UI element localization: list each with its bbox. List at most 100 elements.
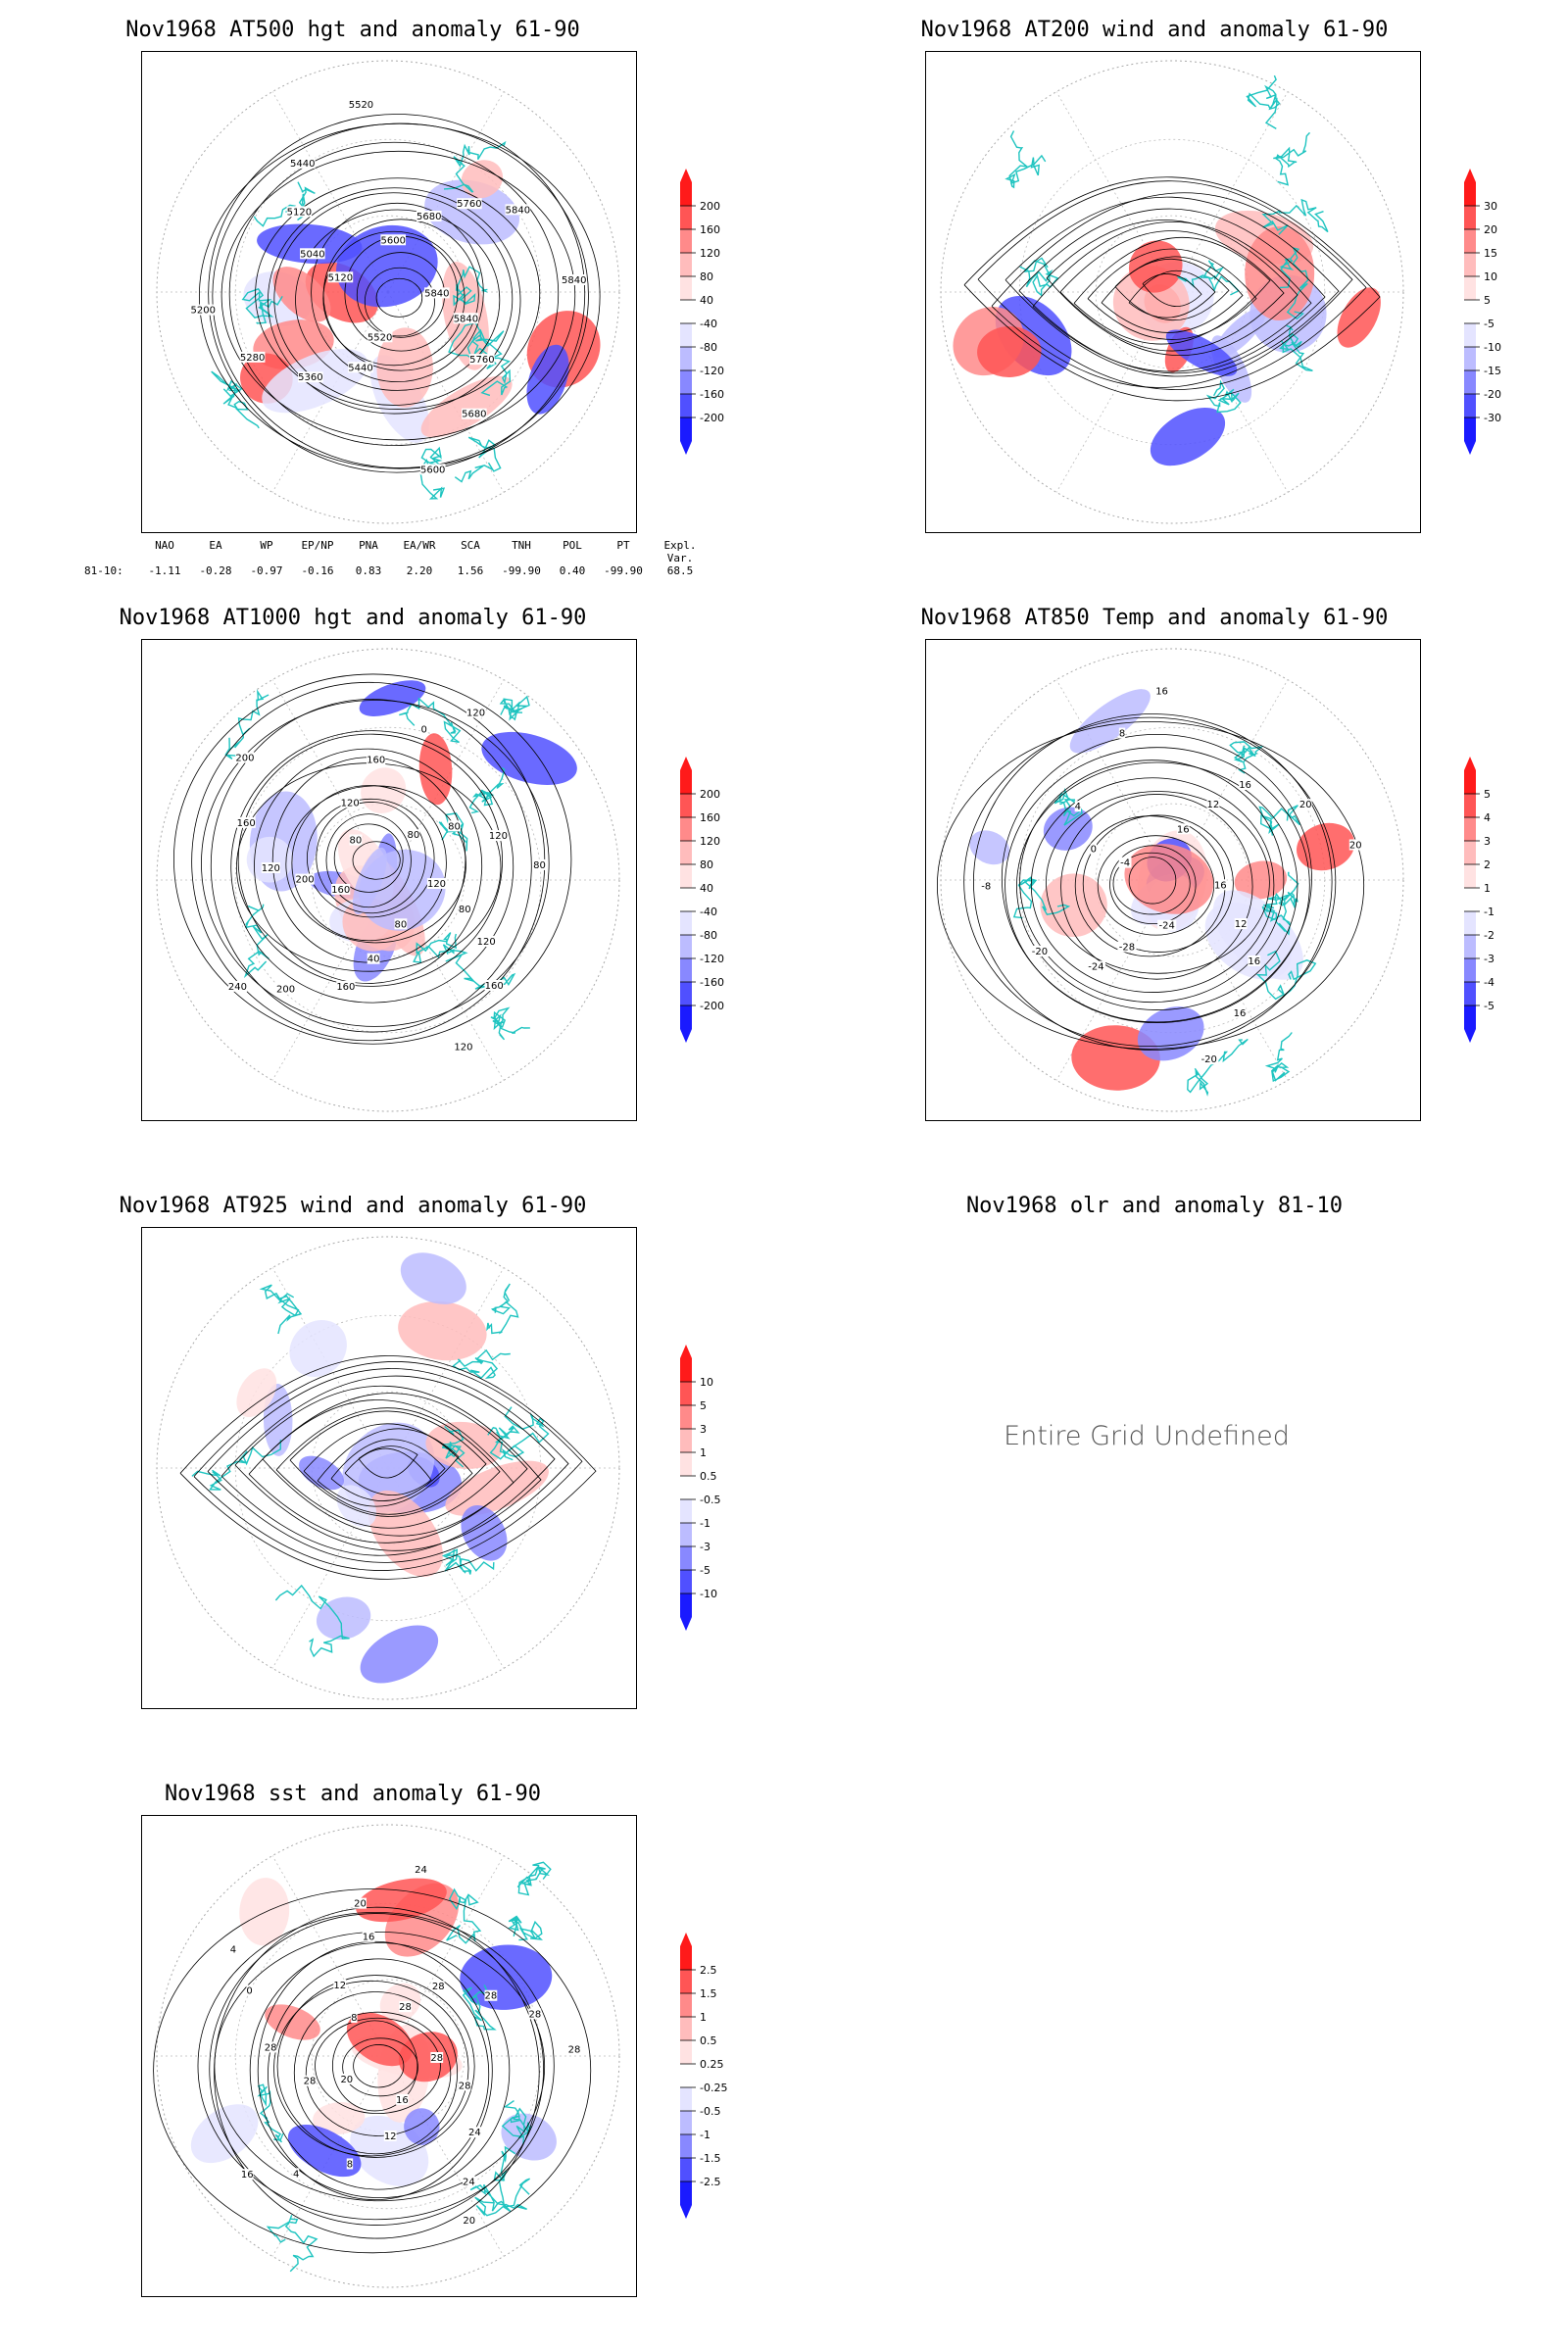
legend-label: 10 — [700, 1376, 713, 1389]
legend-label: -1.5 — [700, 2152, 720, 2165]
contour-label: 16 — [241, 2170, 254, 2180]
contour-label: 160 — [336, 982, 355, 993]
panel-title-at925: Nov1968 AT925 wind and anomaly 61-90 — [119, 1194, 587, 1218]
legend-at1000: 200 160 120 80 40 -40 -80 -120 -160 -200 — [678, 757, 747, 1051]
contour-label: 16 — [1248, 956, 1260, 967]
index-header-pna: PNA — [359, 539, 378, 552]
legend-label: -1 — [1484, 906, 1494, 918]
legend-label: 15 — [1484, 247, 1497, 260]
legend-label: -120 — [700, 365, 724, 377]
legend-label: 80 — [700, 270, 713, 283]
contour-label: 80 — [448, 821, 461, 832]
contour-label: 200 — [276, 985, 295, 996]
contour-label: 5680 — [462, 410, 486, 420]
map-canvas-at200 — [940, 60, 1404, 524]
contour-label: 28 — [459, 2081, 471, 2091]
legend-label: -40 — [700, 906, 717, 918]
index-header-ea: EA — [209, 539, 222, 552]
teleconnection-index-table: NAO EA WP EP/NP PNA EA/WR SCA TNH POL PT… — [84, 539, 731, 577]
index-header-nao: NAO — [155, 539, 174, 552]
anomaly-blobs — [969, 689, 1355, 1091]
contour-label: -20 — [1201, 1054, 1217, 1065]
legend-label: -5 — [700, 1564, 710, 1577]
legend-label: -120 — [700, 953, 724, 965]
index-header-wp: WP — [260, 539, 273, 552]
contour-label: 4 — [1075, 802, 1081, 812]
legend-label: 5 — [700, 1399, 707, 1412]
contour-label: 28 — [568, 2045, 581, 2056]
legend-label: 30 — [1484, 200, 1497, 213]
panel-title-olr: Nov1968 olr and anomaly 81-10 — [965, 1194, 1344, 1218]
legend-label: -200 — [700, 1000, 724, 1012]
legend-label: -2.5 — [700, 2176, 720, 2188]
legend-label: -20 — [1484, 388, 1501, 401]
legend-label: 80 — [700, 858, 713, 871]
contour-label: 20 — [354, 1899, 367, 1910]
contour-label: -20 — [1032, 947, 1048, 957]
index-value-wp: -0.97 — [250, 564, 283, 577]
legend-label: 1 — [700, 2011, 707, 2024]
index-value-nao: -1.11 — [148, 564, 181, 577]
contour-label: 160 — [331, 885, 350, 896]
legend-label: -3 — [1484, 953, 1494, 965]
contour-label: 160 — [367, 756, 385, 766]
anomaly-blobs — [953, 210, 1381, 466]
legend-label: -40 — [700, 318, 717, 330]
legend-label: -80 — [700, 341, 717, 354]
legend-label: -10 — [700, 1588, 717, 1600]
contour-label: 80 — [408, 830, 420, 841]
panel-title-sst: Nov1968 sst and anomaly 61-90 — [164, 1782, 542, 1806]
index-value-row: 81-10: -1.11 -0.28 -0.97 -0.16 0.83 2.20… — [84, 564, 731, 577]
legend-label: -4 — [1484, 976, 1494, 989]
contour-labels: 5840 5840 5760 5680 5600 5520 5440 5360 5280 5200… — [190, 99, 587, 475]
legend-label: 1 — [1484, 882, 1491, 895]
contour-label: 5040 — [300, 249, 324, 260]
contour-label: 12 — [384, 2132, 397, 2142]
contour-label: 5840 — [506, 205, 530, 216]
index-value-sca: 1.56 — [457, 564, 484, 577]
index-value-epnp: -0.16 — [301, 564, 334, 577]
contour-label: 5840 — [562, 275, 586, 286]
contour-label: 200 — [235, 754, 254, 764]
legend-label: 1.5 — [700, 1987, 717, 2000]
contour-label: 0 — [421, 724, 427, 735]
legend-sst: 2.5 1.5 1 0.5 0.25 -0.25 -0.5 -1 -1.5 -2.5 — [678, 1933, 747, 2227]
contour-label: 12 — [1235, 919, 1248, 930]
index-value-pol: 0.40 — [559, 564, 586, 577]
legend-label: 40 — [700, 882, 713, 895]
legend-label: 0.5 — [700, 1470, 717, 1483]
contour-label: 120 — [341, 798, 360, 808]
legend-label: 3 — [700, 1423, 707, 1436]
contour-label: 28 — [399, 2002, 412, 2013]
contour-label: 5360 — [298, 372, 322, 383]
legend-label: 5 — [1484, 294, 1491, 307]
map-sst: 28 28 24 24 20 16 12 8 4 16 20 28 28 0 4 8 12 16 20 24 28 28 2… — [141, 1815, 637, 2297]
contour-label: 5120 — [287, 207, 312, 218]
legend-label: -1 — [700, 2129, 710, 2141]
contour-label: 0 — [246, 1985, 252, 1996]
contour-label: 5760 — [457, 199, 481, 210]
index-header-tnh: TNH — [512, 539, 531, 552]
legend-label: 4 — [1484, 811, 1491, 824]
contour-label: 28 — [528, 2009, 541, 2020]
map-canvas-at850: 16 12 16 16 -20 -24 -28 -24 -20 -8 -4 0 4 8 16 16 12 16 20… — [936, 648, 1404, 1112]
index-value-tnh: -99.90 — [502, 564, 541, 577]
legend-label: -80 — [700, 929, 717, 942]
contour-label: 20 — [463, 2216, 475, 2227]
contour-label: 120 — [427, 879, 446, 890]
legend-label: 120 — [700, 247, 720, 260]
legend-at850: 5 4 3 2 1 -1 -2 -3 -4 -5 — [1462, 757, 1531, 1051]
map-at200-wind — [925, 51, 1421, 533]
contour-label: 200 — [295, 875, 314, 886]
legend-label: -1 — [700, 1517, 710, 1530]
coastline-layer — [1004, 74, 1329, 414]
contour-label: 28 — [432, 1982, 445, 1992]
contour-label: 160 — [485, 981, 504, 992]
index-value-ea: -0.28 — [199, 564, 232, 577]
contour-label: 8 — [1119, 729, 1125, 740]
contour-label: -24 — [1088, 962, 1103, 973]
index-header-pol: POL — [563, 539, 582, 552]
contour-labels: 28 28 24 24 20 16 12 8 4 16 20 28 28 0 4 8 12 16 20 24 28 28 2… — [229, 1863, 581, 2227]
temperature-contours — [936, 713, 1365, 1051]
streamlines — [179, 1355, 597, 1580]
